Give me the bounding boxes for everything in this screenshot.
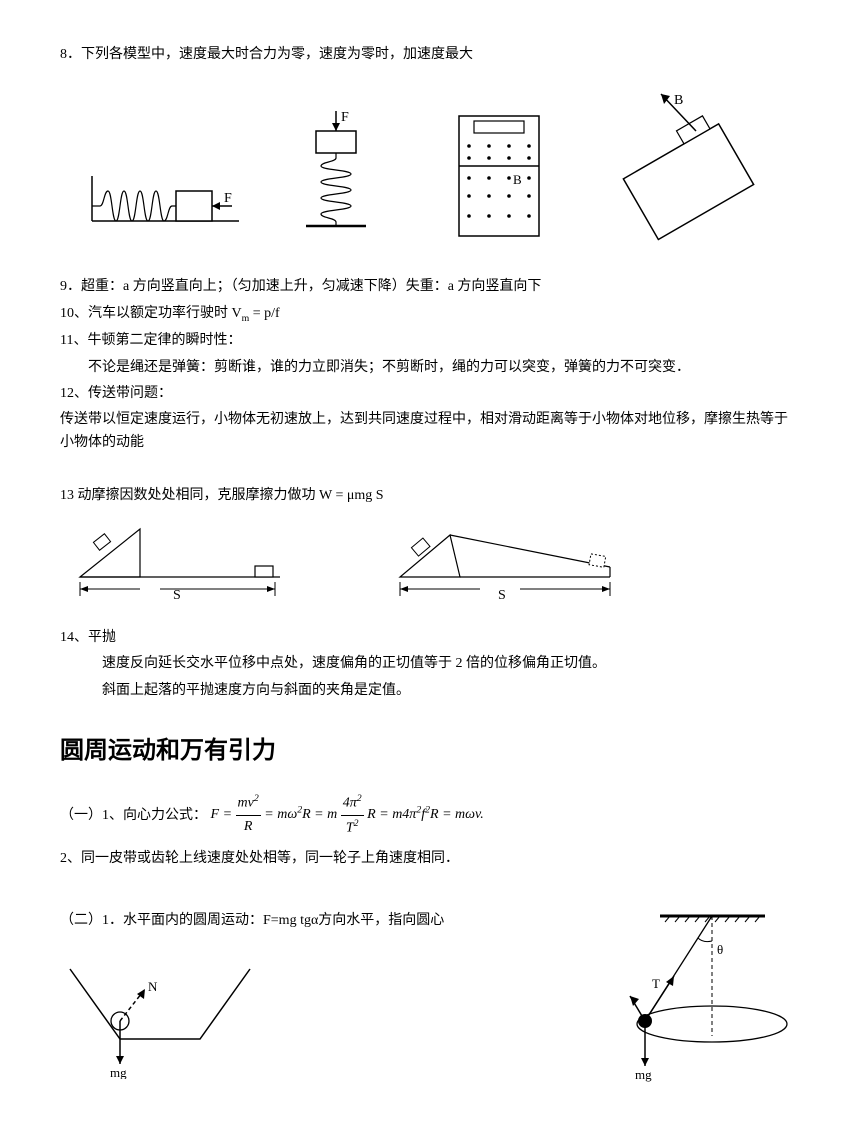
- item10-prefix: 10、汽车以额定功率行驶时 V: [60, 306, 242, 321]
- section-heading: 圆周运动和万有引力: [60, 732, 800, 770]
- section1-item2: 2、同一皮带或齿轮上线速度处处相等，同一轮子上角速度相同．: [60, 848, 800, 870]
- label-F-vertical: F: [341, 110, 349, 125]
- ff3ns: 2: [357, 793, 362, 804]
- ft2a: mω: [277, 807, 297, 822]
- label-F-horizontal: F: [224, 191, 232, 206]
- diagram-spring-vertical: F: [291, 106, 391, 246]
- feq5: =: [442, 807, 451, 822]
- label-S-left: S: [173, 588, 181, 603]
- ff1ns: 2: [254, 793, 259, 804]
- formula-centripetal: （一）1、向心力公式： F = mv2 R = mω2R = m 4π2 T2 …: [60, 791, 800, 840]
- ff3d: T: [346, 820, 354, 835]
- label-B-incline: B: [674, 93, 683, 108]
- diagram-spring-horizontal: F: [84, 166, 244, 246]
- ft4c: R: [430, 807, 439, 822]
- ff1d: R: [236, 816, 261, 838]
- diagram-incline: B: [606, 86, 776, 246]
- ff3n: 4π: [343, 795, 357, 810]
- label-mg-valley: mg: [110, 1065, 127, 1079]
- feq3: =: [314, 807, 323, 822]
- item11-body: 不论是绳还是弹簧：剪断谁，谁的力立即消失；不剪断时，绳的力可以突变，弹簧的力不可…: [60, 357, 800, 379]
- diagram-rails: B: [439, 106, 559, 246]
- label-B-rails: B: [513, 172, 522, 187]
- fdot: .: [480, 807, 484, 822]
- item12-body: 传送带以恒定速度运行，小物体无初速放上，达到共同速度过程中，相对滑动距离等于小物…: [60, 409, 800, 454]
- item14-line1: 速度反向延长交水平位移中点处，速度偏角的正切值等于 2 倍的位移偏角正切值。: [60, 653, 800, 675]
- feq2: =: [264, 807, 273, 822]
- label-mg-conical: mg: [635, 1067, 652, 1082]
- item13-diagrams: S S: [60, 517, 800, 607]
- ft3a: m: [327, 807, 337, 822]
- item11-title: 11、牛顿第二定律的瞬时性：: [60, 330, 800, 352]
- ff3ds: 2: [354, 818, 359, 829]
- item13-text: 13 动摩擦因数处处相同，克服摩擦力做功 W = μmg S: [60, 485, 800, 507]
- diagram-valley: N mg: [60, 959, 260, 1079]
- label-T: T: [652, 976, 660, 991]
- fF: F: [211, 807, 220, 822]
- diagram-incline-left: S: [60, 517, 300, 607]
- feq4: =: [379, 807, 388, 822]
- label-theta: θ: [717, 942, 723, 957]
- label-S-right: S: [498, 588, 506, 603]
- ff1n: mv: [238, 796, 254, 811]
- feq1: =: [223, 807, 232, 822]
- item14-line2: 斜面上起落的平抛速度方向与斜面的夹角是定值。: [60, 680, 800, 702]
- item14-title: 14、平抛: [60, 627, 800, 649]
- ft5: mωv: [455, 807, 480, 822]
- formula-prefix: （一）1、向心力公式：: [60, 807, 207, 822]
- item10-suffix: = p/f: [249, 306, 279, 321]
- item8-text: 8．下列各模型中，速度最大时合力为零，速度为零时，加速度最大: [60, 44, 800, 66]
- ft2b: R: [302, 807, 311, 822]
- item9-text: 9．超重：a 方向竖直向上；（匀加速上升，匀减速下降）失重：a 方向竖直向下: [60, 276, 800, 298]
- diagram-incline-right: S: [380, 517, 640, 607]
- item10-text: 10、汽车以额定功率行驶时 Vm = p/f: [60, 303, 800, 326]
- ft4a: m4π: [392, 807, 416, 822]
- label-N: N: [148, 979, 158, 994]
- ft3b: R: [367, 807, 376, 822]
- section2-item1: （二）1．水平面内的圆周运动：F=mg tgα方向水平，指向圆心: [60, 910, 590, 932]
- diagram-conical-pendulum: T θ mg: [590, 906, 800, 1086]
- item12-title: 12、传送带问题：: [60, 383, 800, 405]
- item8-diagrams: F F B B: [60, 86, 800, 246]
